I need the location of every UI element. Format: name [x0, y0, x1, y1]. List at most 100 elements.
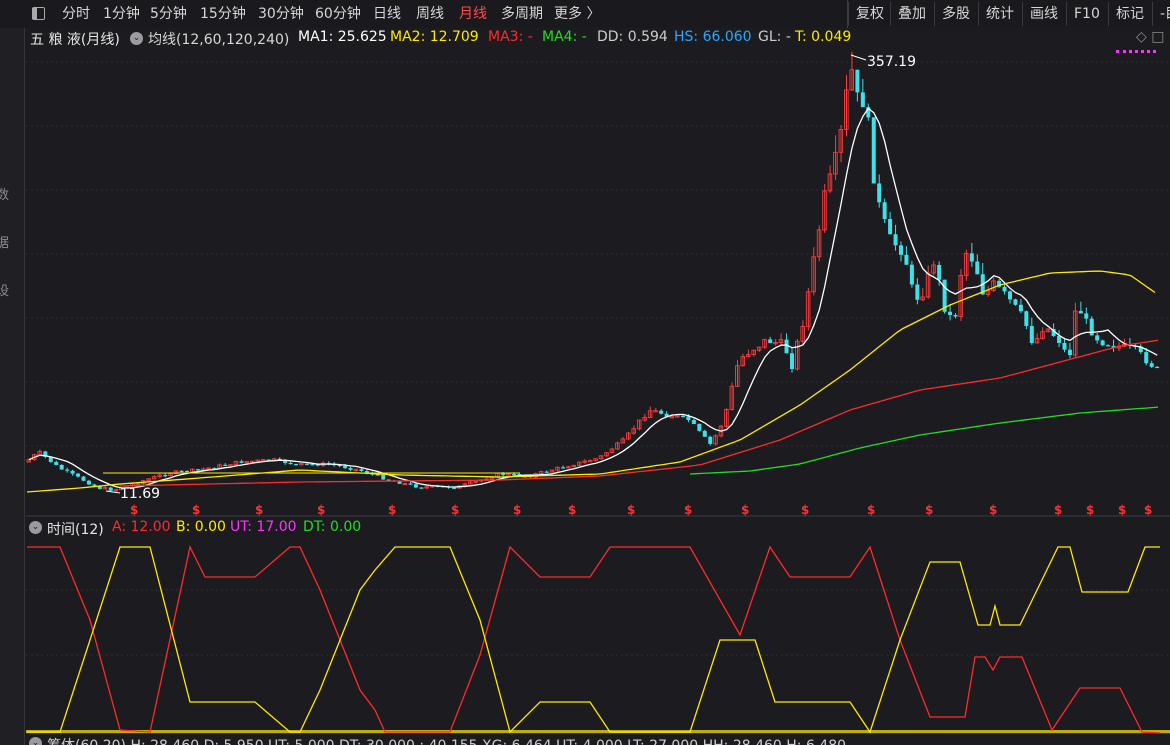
candle-body [468, 481, 473, 485]
period-tab-60min[interactable]: 60分钟 [315, 6, 361, 22]
candle-body [571, 464, 577, 468]
candle-body [642, 416, 647, 421]
window-icon[interactable] [32, 7, 45, 20]
candle-body [1002, 286, 1007, 292]
candle-body [163, 475, 168, 477]
candle-body [811, 256, 816, 293]
candle-body [397, 481, 402, 484]
candle-body [359, 469, 364, 471]
candle-body [54, 461, 59, 466]
candle-body [958, 274, 964, 317]
dividend-marker: $ [741, 503, 749, 517]
overlay-button[interactable]: 叠加 [890, 2, 926, 26]
candle-body [615, 442, 620, 450]
candle-body [920, 296, 925, 301]
candle-body [151, 476, 157, 480]
period-tab-monthly[interactable]: 月线 [459, 6, 487, 22]
candle-body [1155, 366, 1160, 369]
candle-body [501, 473, 506, 475]
sub-a-value: A: 12.00 [112, 519, 171, 535]
candle-body [364, 470, 369, 474]
top-toolbar: 分时 1分钟 5分钟 15分钟 30分钟 60分钟 日线 周线 月线 多周期 更… [0, 0, 1170, 28]
candle-body [1138, 346, 1143, 353]
mark-button[interactable]: 标记 [1108, 2, 1144, 26]
candle-body [1072, 310, 1078, 356]
chevron-down-icon[interactable]: ⌄ [29, 737, 42, 745]
period-tab-fenshi[interactable]: 分时 [62, 6, 90, 22]
candle-body [805, 291, 811, 327]
candle-body [937, 265, 942, 280]
candle-body [86, 480, 91, 485]
ma4-line [689, 406, 1159, 475]
stats-button[interactable]: 统计 [978, 2, 1014, 26]
dividend-marker: $ [130, 503, 138, 517]
period-tab-5min[interactable]: 5分钟 [150, 6, 187, 22]
dividend-marker: $ [1054, 503, 1062, 517]
candle-body [647, 410, 653, 418]
dividend-marker: $ [1086, 503, 1094, 517]
fuquan-button[interactable]: 复权 [848, 2, 884, 26]
candle-body [489, 477, 495, 480]
f10-button[interactable]: F10 [1066, 2, 1100, 26]
candle-body [963, 252, 969, 276]
period-tab-weekly[interactable]: 周线 [416, 6, 444, 22]
candle-body [735, 365, 740, 387]
candle-body [102, 487, 108, 490]
candle-body [386, 479, 391, 481]
candle-body [675, 415, 680, 418]
chevron-down-icon[interactable]: ⌄ [29, 521, 42, 534]
candle-body [636, 419, 642, 430]
candle-body [904, 254, 909, 265]
period-tab-daily[interactable]: 日线 [373, 6, 401, 22]
candle-body [1067, 349, 1072, 356]
candle-body [512, 473, 517, 476]
candle-body [452, 487, 457, 489]
sub-b-value: B: 0.00 [176, 519, 226, 535]
candle-body [745, 354, 751, 358]
candle-body [212, 467, 217, 470]
ma-indicator-name[interactable]: 均线(12,60,120,240) [148, 32, 290, 48]
candle-body [135, 483, 141, 486]
candle-body [43, 451, 48, 457]
candle-body [1029, 325, 1034, 343]
period-tab-more[interactable]: 更多 〉 [554, 6, 601, 22]
catalog-button[interactable]: -目 [1152, 2, 1170, 26]
multi-stock-button[interactable]: 多股 [934, 2, 970, 26]
candle-body [631, 428, 637, 434]
candle-body [1013, 299, 1018, 305]
candle-body [669, 416, 675, 419]
candle-body [549, 469, 555, 473]
bottom-indicator-text: 筹体(60,20) H: 28.460 D: 5.950 UT: 5.000 D… [47, 735, 846, 745]
candle-body [877, 183, 882, 203]
dividend-marker: $ [801, 503, 809, 517]
candle-body [598, 455, 604, 460]
candle-body [882, 202, 887, 219]
dividend-marker: $ [513, 503, 521, 517]
draw-line-button[interactable]: 画线 [1022, 2, 1058, 26]
candle-body [473, 480, 478, 483]
candle-body [1089, 318, 1094, 336]
period-tab-30min[interactable]: 30分钟 [258, 6, 304, 22]
candle-body [778, 339, 784, 343]
ma2-value: MA2: 12.709 [390, 29, 479, 45]
period-tab-15min[interactable]: 15分钟 [200, 6, 246, 22]
chevron-down-icon[interactable]: ⌄ [130, 32, 143, 45]
low-annotation: 11.69 [105, 486, 160, 502]
candle-body [1084, 313, 1089, 319]
ma3-line [119, 339, 1159, 487]
sub-ut-value: UT: 17.00 [230, 519, 297, 535]
period-tab-1min[interactable]: 1分钟 [103, 6, 140, 22]
candle-body [506, 473, 511, 476]
sub-indicator-name[interactable]: 时间(12) [47, 522, 104, 538]
legend-settings-icon[interactable]: ◇ □ [1136, 29, 1165, 45]
candle-body [315, 464, 320, 466]
candle-body [108, 487, 113, 491]
ma3-value: MA3: - [488, 29, 533, 45]
pink-dotted-marker [1116, 50, 1156, 53]
candle-body [402, 482, 408, 486]
candle-body [593, 458, 598, 461]
candle-body [724, 408, 729, 427]
period-tab-multi[interactable]: 多周期 [501, 6, 543, 22]
sub-dt-value: DT: 0.00 [303, 519, 362, 535]
